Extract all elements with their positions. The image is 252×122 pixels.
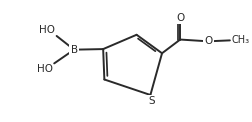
Text: HO: HO [37,64,53,74]
Text: B: B [70,45,77,55]
Text: HO: HO [39,25,55,35]
Text: O: O [175,13,184,23]
Text: CH₃: CH₃ [230,35,248,45]
Text: O: O [204,36,212,46]
Text: S: S [148,96,154,106]
